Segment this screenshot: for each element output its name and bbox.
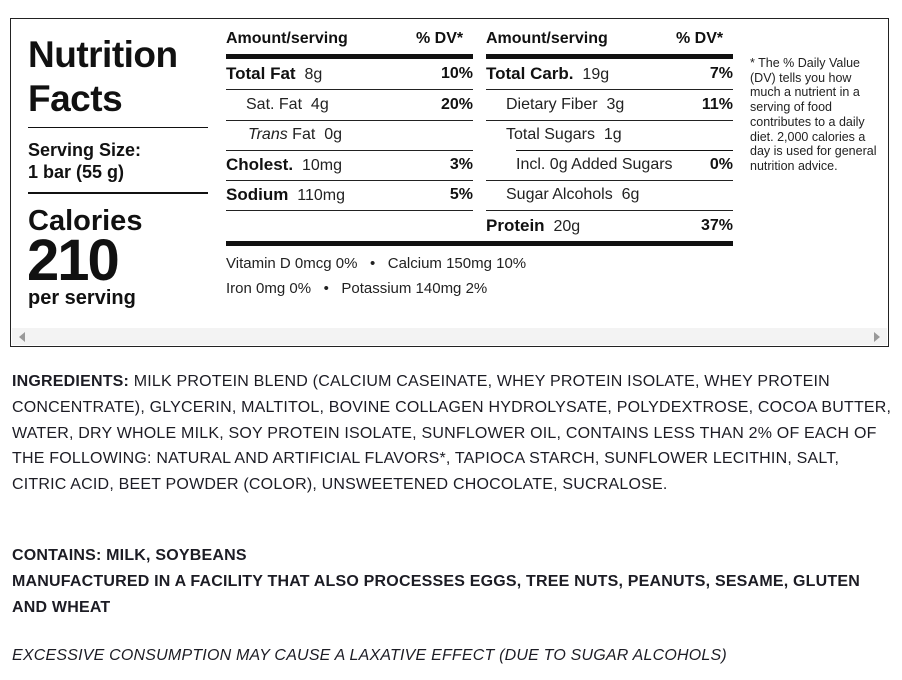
divider: [516, 150, 733, 151]
vitamins-line2: Iron 0mg 0% • Potassium 140mg 2%: [226, 280, 488, 297]
serving-size-value: 1 bar (55 g): [28, 162, 125, 182]
calories-value: 210: [27, 228, 120, 293]
thick-bar: [226, 54, 473, 59]
header-dv: % DV*: [416, 30, 464, 47]
header-amount-2: Amount/serving: [486, 30, 608, 47]
row-total-carb: Total Carb. 19g 7%: [486, 59, 733, 90]
laxative-warning: EXCESSIVE CONSUMPTION MAY CAUSE A LAXATI…: [12, 647, 727, 664]
contains-allergens: CONTAINS: MILK, SOYBEANS: [12, 547, 247, 564]
serving-size-label: Serving Size:: [28, 140, 142, 160]
title-line1: Nutrition: [28, 34, 178, 75]
ingredients: INGREDIENTS: MILK PROTEIN BLEND (CALCIUM…: [12, 369, 892, 498]
facility-warning: MANUFACTURED IN A FACILITY THAT ALSO PRO…: [12, 573, 860, 616]
row-sodium: Sodium 110mg 5%: [226, 180, 473, 211]
row-total-sugars: Total Sugars 1g: [506, 126, 622, 143]
vitamins-line1: Vitamin D 0mcg 0% • Calcium 150mg 10%: [226, 255, 527, 272]
horizontal-scrollbar[interactable]: [12, 328, 887, 345]
row-trans-fat: Trans Fat 0g: [226, 120, 473, 151]
ingredients-label: INGREDIENTS:: [12, 373, 130, 390]
divider: [28, 127, 208, 128]
dv-footnote: * The % Daily Value (DV) tells you how m…: [750, 56, 877, 173]
row-added-sugars: Incl. 0g Added Sugars 0%: [486, 150, 733, 181]
thick-bar: [226, 241, 733, 246]
scroll-right-arrow-icon[interactable]: [874, 332, 880, 342]
thick-bar: [486, 54, 733, 59]
header-dv-2: % DV*: [676, 30, 724, 47]
row-protein: Protein 20g 37%: [486, 216, 733, 235]
scroll-left-arrow-icon[interactable]: [19, 332, 25, 342]
ingredients-text: MILK PROTEIN BLEND (CALCIUM CASEINATE, W…: [12, 373, 892, 494]
nutrition-facts-panel: Nutrition Facts Serving Size: 1 bar (55 …: [10, 18, 889, 347]
divider: [28, 192, 208, 194]
row-cholesterol: Cholest. 10mg 3%: [226, 150, 473, 181]
row-sat-fat: Sat. Fat 4g 20%: [226, 90, 473, 121]
row-sugar-alcohols: Sugar Alcohols 6g: [486, 180, 733, 211]
row-total-fat: Total Fat 8g 10%: [226, 59, 473, 90]
per-serving: per serving: [28, 287, 136, 309]
header-amount: Amount/serving: [226, 30, 348, 47]
calories-label: Calories: [28, 205, 143, 237]
row-dietary-fiber: Dietary Fiber 3g 11%: [486, 90, 733, 121]
title-line2: Facts: [28, 78, 123, 119]
